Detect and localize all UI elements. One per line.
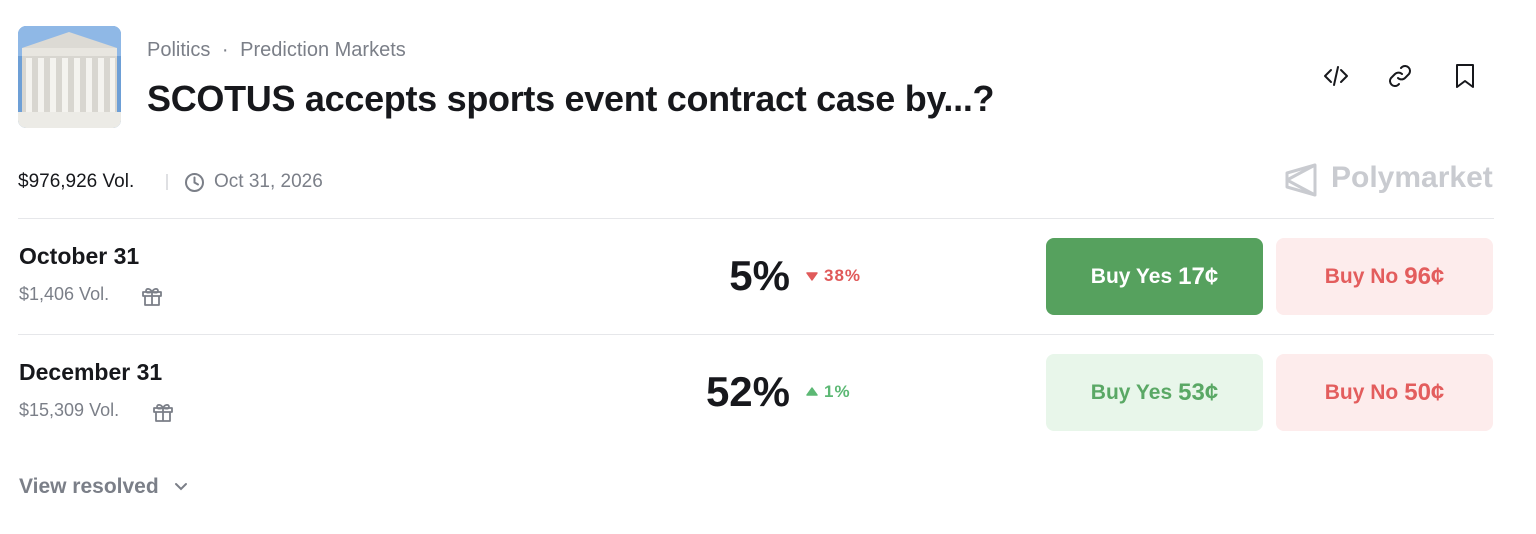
market-volume: $15,309 Vol.: [19, 400, 120, 420]
probability: 5%: [729, 252, 790, 299]
divider: [166, 174, 168, 190]
reward-icon: [153, 403, 173, 422]
button-price[interactable]: 17¢: [1178, 262, 1219, 290]
button-price[interactable]: 53¢: [1178, 378, 1219, 406]
button-label[interactable]: Buy Yes: [1090, 264, 1173, 288]
breadcrumb: Politics · Prediction Markets: [147, 39, 406, 62]
probability: 52%: [705, 368, 790, 415]
market-thumbnail: [18, 26, 121, 128]
button-label[interactable]: Buy No: [1324, 380, 1399, 404]
reward-icon: [142, 287, 162, 306]
view-resolved-text[interactable]: View resolved: [19, 475, 159, 498]
button-label[interactable]: Buy Yes: [1090, 380, 1173, 404]
separator-line: [18, 218, 1494, 219]
button-label[interactable]: Buy No: [1324, 264, 1399, 288]
change-arrow: [806, 272, 818, 281]
separator-line: [18, 334, 1494, 335]
chevron-icon[interactable]: [173, 481, 189, 493]
subcategory[interactable]: Prediction Markets: [240, 39, 406, 61]
change-value: 38%: [824, 266, 862, 285]
embed-icon[interactable]: [1323, 63, 1349, 89]
link-icon[interactable]: [1387, 63, 1413, 89]
view-resolved[interactable]: View resolved: [19, 475, 189, 499]
buy-yes-button[interactable]: Buy Yes 17¢: [1046, 238, 1263, 315]
change-arrow: [806, 387, 818, 396]
bookmark-icon[interactable]: [1452, 62, 1478, 90]
buy-yes-button[interactable]: Buy Yes 53¢: [1046, 354, 1263, 431]
separator: ·: [221, 39, 229, 61]
change-indicator: 38%: [806, 266, 861, 286]
market-volume: $1,406 Vol.: [19, 284, 110, 304]
total-volume: $976,926 Vol.: [18, 171, 135, 192]
category[interactable]: Politics: [147, 39, 211, 61]
market-label: October 31: [19, 243, 140, 269]
buy-no-button[interactable]: Buy No 96¢: [1276, 238, 1493, 315]
event-title: SCOTUS accepts sports event contract cas…: [147, 78, 995, 119]
button-price[interactable]: 96¢: [1404, 262, 1445, 290]
buy-no-button[interactable]: Buy No 50¢: [1276, 354, 1493, 431]
button-price[interactable]: 50¢: [1404, 378, 1445, 406]
brand-name: Polymarket: [1331, 161, 1493, 194]
clock-icon: [185, 173, 204, 192]
change-indicator: 1%: [806, 382, 851, 402]
end-date: Oct 31, 2026: [214, 171, 323, 192]
brand-logo: [1285, 163, 1317, 197]
change-value: 1%: [824, 382, 851, 401]
market-label: December 31: [19, 359, 163, 385]
